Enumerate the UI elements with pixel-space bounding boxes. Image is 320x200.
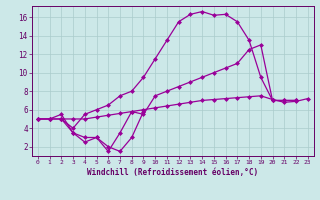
- X-axis label: Windchill (Refroidissement éolien,°C): Windchill (Refroidissement éolien,°C): [87, 168, 258, 177]
